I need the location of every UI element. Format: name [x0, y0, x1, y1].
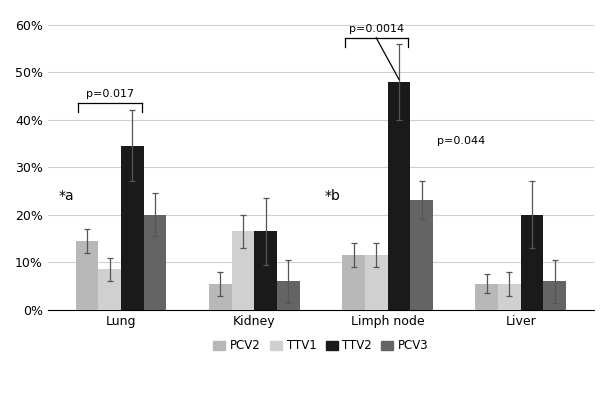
Bar [255, 231, 277, 310]
Text: p=0.044: p=0.044 [437, 136, 485, 146]
Text: *b: *b [325, 189, 341, 203]
Bar [521, 215, 543, 310]
Bar [99, 269, 121, 310]
Bar [476, 284, 498, 310]
Text: *a: *a [58, 189, 74, 203]
Text: p=0.017: p=0.017 [86, 89, 134, 99]
Bar [277, 281, 300, 310]
Bar [144, 215, 166, 310]
Bar [209, 284, 231, 310]
Bar [121, 146, 144, 310]
Bar [365, 255, 387, 310]
Bar [498, 284, 521, 310]
Legend: PCV2, TTV1, TTV2, PCV3: PCV2, TTV1, TTV2, PCV3 [208, 335, 434, 357]
Bar [76, 241, 99, 310]
Bar [231, 231, 255, 310]
Bar [387, 82, 410, 310]
Text: p=0.0014: p=0.0014 [348, 24, 404, 34]
Bar [543, 281, 566, 310]
Bar [410, 201, 433, 310]
Bar [342, 255, 365, 310]
